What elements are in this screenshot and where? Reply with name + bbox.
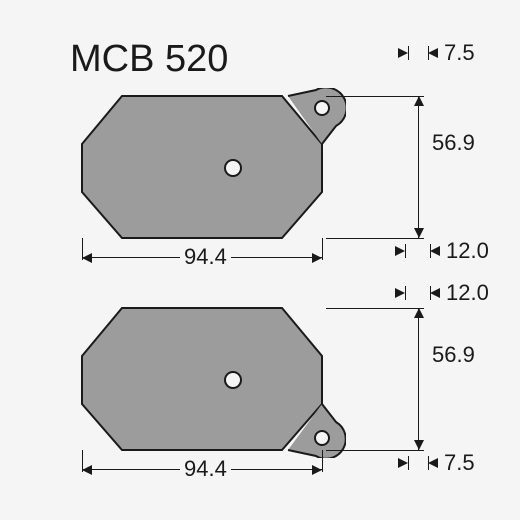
ext-line xyxy=(326,96,424,97)
ext-line xyxy=(408,456,409,470)
ext-line xyxy=(322,450,323,472)
dim-thickness-1a: 7.5 xyxy=(444,40,475,66)
ext-line xyxy=(326,238,424,239)
brake-pad-top xyxy=(78,88,346,251)
dim-arrow xyxy=(414,308,424,318)
dim-height-1: 56.9 xyxy=(432,130,475,156)
dim-arrow xyxy=(312,465,322,475)
dim-arrow xyxy=(414,440,424,450)
dim-line xyxy=(418,308,419,450)
brake-pad-bottom xyxy=(78,300,346,463)
dim-arrow xyxy=(82,465,92,475)
ext-line xyxy=(405,244,406,258)
ext-line xyxy=(322,238,323,260)
dim-height-2: 56.9 xyxy=(432,342,475,368)
dim-arrow xyxy=(428,458,438,468)
dim-arrow xyxy=(430,246,440,256)
dim-thickness-1b: 12.0 xyxy=(446,238,489,264)
dim-arrow xyxy=(430,288,440,298)
dim-arrow xyxy=(414,228,424,238)
dim-line xyxy=(418,96,419,238)
ext-line xyxy=(405,286,406,300)
dim-arrow xyxy=(398,48,408,58)
dim-arrow xyxy=(395,288,405,298)
dim-arrow xyxy=(414,96,424,106)
dim-arrow xyxy=(428,48,438,58)
ext-line xyxy=(408,46,409,60)
dim-arrow xyxy=(82,253,92,263)
ext-line xyxy=(326,308,424,309)
dim-width-2: 94.4 xyxy=(180,456,231,482)
dim-thickness-2a: 12.0 xyxy=(446,280,489,306)
dim-arrow xyxy=(398,458,408,468)
dim-arrow xyxy=(395,246,405,256)
dim-width-1: 94.4 xyxy=(180,244,231,270)
ext-line xyxy=(326,450,424,451)
dim-arrow xyxy=(312,253,322,263)
dim-thickness-2b: 7.5 xyxy=(444,450,475,476)
part-title: MCB 520 xyxy=(70,38,228,81)
